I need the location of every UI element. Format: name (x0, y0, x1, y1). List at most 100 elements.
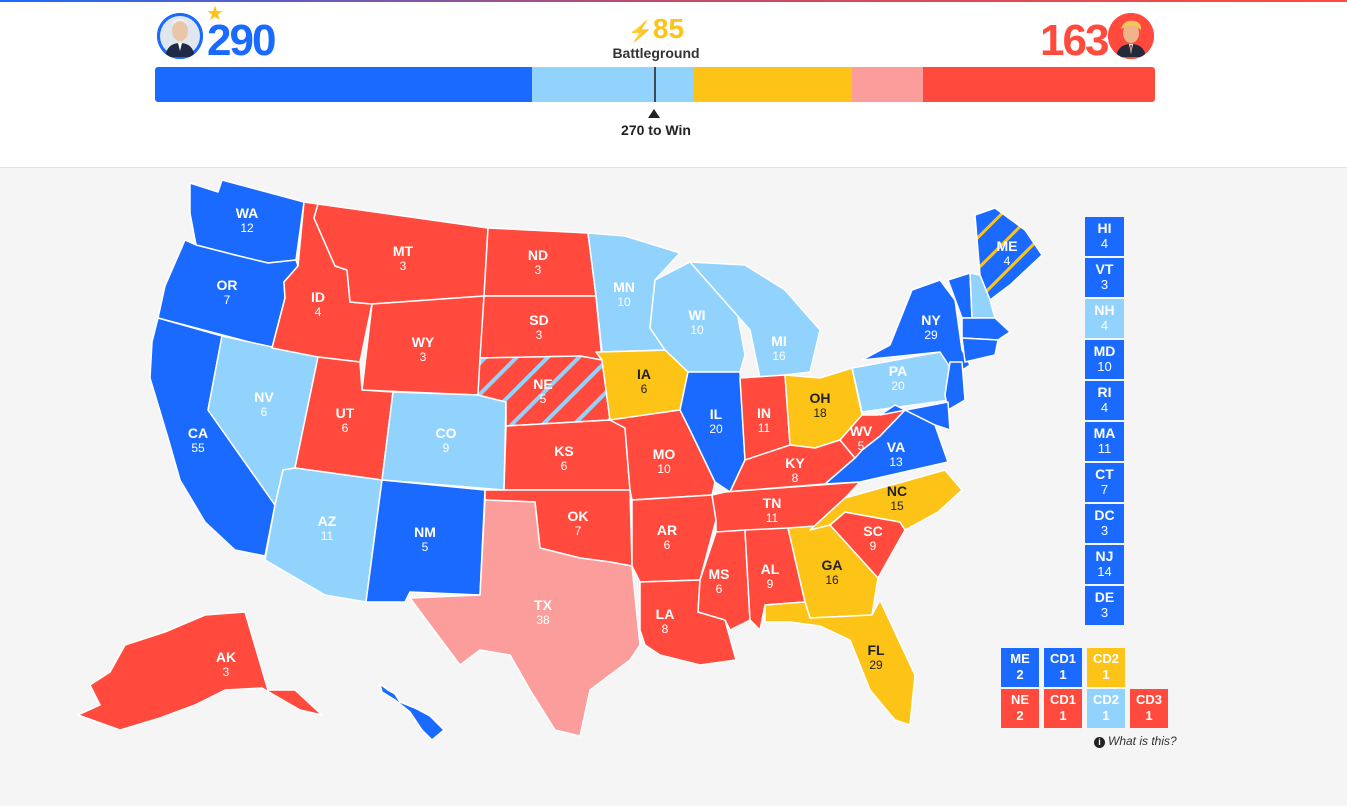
state-md-de[interactable] (879, 401, 951, 431)
state-label-wa: WA (236, 205, 259, 221)
me-me-tile[interactable]: ME 2 (1001, 648, 1039, 687)
state-label-la: LA (656, 606, 675, 622)
tile-ev: 3 (1100, 523, 1109, 538)
state-ev-mi: 16 (772, 349, 786, 363)
what-is-this-text: What is this? (1108, 734, 1177, 748)
state-ev-wa: 12 (240, 221, 254, 235)
rep-electoral-score: 163 (1040, 16, 1109, 65)
tile-abbr: CT (1095, 466, 1114, 482)
state-label-nd: ND (528, 247, 548, 263)
state-label-al: AL (761, 561, 780, 577)
state-ev-va: 13 (889, 455, 903, 469)
state-label-co: CO (436, 425, 457, 441)
state-label-ar: AR (657, 522, 677, 538)
state-label-nc: NC (887, 483, 907, 499)
ne-cd3-tile[interactable]: CD3 1 (1130, 689, 1168, 728)
small-state-tile-ma[interactable]: MA 11 (1085, 422, 1124, 461)
state-label-ok: OK (568, 508, 589, 524)
state-label-va: VA (887, 439, 905, 455)
tile-abbr: VT (1095, 261, 1114, 277)
ne-ne-tile[interactable]: NE 2 (1001, 689, 1039, 728)
tile-abbr: MD (1093, 343, 1116, 359)
state-ev-pa: 20 (891, 379, 905, 393)
state-tx[interactable] (409, 499, 641, 737)
state-ev-sd: 3 (536, 328, 543, 342)
small-state-tile-ct[interactable]: CT 7 (1085, 463, 1124, 502)
small-state-tile-hi[interactable]: HI 4 (1085, 217, 1124, 256)
state-label-il: IL (710, 406, 723, 422)
bolt-icon: ⚡ (627, 21, 653, 43)
split-label: CD1 (1049, 692, 1076, 707)
me-cd1-tile[interactable]: CD1 1 (1044, 648, 1082, 687)
ne-cd1-tile[interactable]: CD1 1 (1044, 689, 1082, 728)
state-ev-nd: 3 (535, 263, 542, 277)
what-is-this-link[interactable]: i What is this? (1094, 734, 1177, 748)
state-nc[interactable] (809, 469, 963, 531)
tile-ev: 14 (1097, 564, 1112, 579)
top-accent-line (0, 0, 1347, 2)
state-ev-ia: 6 (641, 382, 648, 396)
split-ev: 1 (1102, 708, 1110, 723)
state-label-ca: CA (188, 425, 208, 441)
small-state-tile-de[interactable]: DE 3 (1085, 586, 1124, 625)
state-nj[interactable] (944, 361, 966, 411)
split-ev: 1 (1059, 708, 1067, 723)
small-state-tile-md[interactable]: MD 10 (1085, 340, 1124, 379)
split-label: CD1 (1049, 651, 1076, 666)
small-state-tile-nh[interactable]: NH 4 (1085, 299, 1124, 338)
state-label-pa: PA (889, 363, 907, 379)
state-label-sc: SC (863, 523, 882, 539)
state-ev-ga: 16 (825, 573, 839, 587)
threshold-marker-line (654, 67, 656, 102)
tile-abbr: NH (1094, 302, 1115, 318)
small-state-tile-nj[interactable]: NJ 14 (1085, 545, 1124, 584)
small-state-tile-dc[interactable]: DC 3 (1085, 504, 1124, 543)
bar-segment-lean-dem (532, 67, 695, 102)
ne-cd2-tile[interactable]: CD2 1 (1087, 689, 1125, 728)
tile-ev: 11 (1097, 441, 1112, 456)
state-ev-ks: 6 (561, 459, 568, 473)
split-label: NE (1010, 692, 1030, 707)
candidate-portrait-icon (1108, 13, 1154, 59)
state-hi[interactable] (379, 683, 445, 741)
state-ev-me: 4 (1004, 254, 1011, 268)
split-label: CD3 (1135, 692, 1162, 707)
state-ev-ne: 5 (540, 392, 547, 406)
threshold-label: 270 to Win (621, 122, 691, 138)
state-ct-ri[interactable] (961, 337, 999, 363)
tile-abbr: DE (1094, 589, 1115, 605)
me-cd2-tile[interactable]: CD2 1 (1087, 648, 1125, 687)
state-ev-nm: 5 (422, 540, 429, 554)
state-ev-mn: 10 (617, 295, 631, 309)
state-ev-ny: 29 (924, 328, 938, 342)
state-label-nm: NM (414, 524, 436, 540)
state-nh[interactable] (969, 272, 996, 319)
state-mi[interactable] (689, 261, 821, 379)
state-ma[interactable] (961, 317, 1011, 341)
state-ev-tx: 38 (536, 613, 550, 627)
tile-ev: 3 (1100, 605, 1109, 620)
state-ny[interactable] (861, 279, 971, 376)
state-ev-ky: 8 (792, 471, 799, 485)
bar-segment-solid-rep (922, 67, 1155, 102)
split-ev: 2 (1016, 667, 1024, 682)
state-label-mi: MI (771, 333, 787, 349)
state-ev-or: 7 (224, 293, 231, 307)
split-ev: 1 (1059, 667, 1067, 682)
small-state-tile-ri[interactable]: RI 4 (1085, 381, 1124, 420)
split-ev: 1 (1102, 667, 1110, 682)
small-state-tile-vt[interactable]: VT 3 (1085, 258, 1124, 297)
state-ev-il: 20 (709, 422, 723, 436)
state-ev-ak: 3 (223, 665, 230, 679)
state-ev-mo: 10 (657, 462, 671, 476)
candidate-portrait-icon (157, 13, 203, 59)
state-ev-ca: 55 (191, 441, 205, 455)
state-label-az: AZ (318, 513, 337, 529)
battleground-count: ⚡85 (596, 12, 716, 49)
state-label-wv: WV (850, 423, 873, 439)
state-ev-ms: 6 (716, 582, 723, 596)
state-label-or: OR (217, 277, 238, 293)
state-fl[interactable] (764, 599, 916, 726)
state-ak[interactable] (77, 611, 323, 731)
